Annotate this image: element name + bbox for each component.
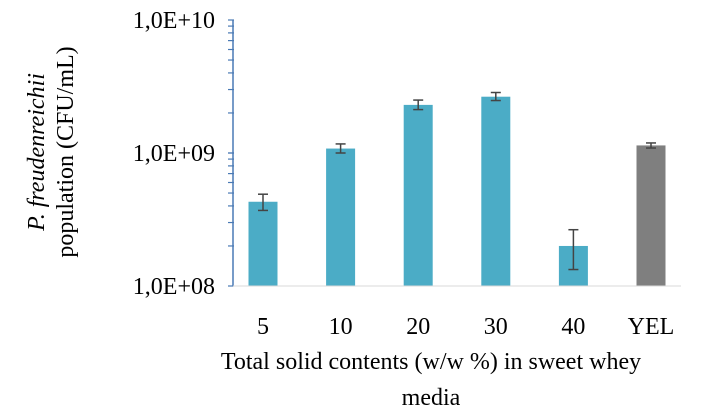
bar [403, 104, 433, 286]
y-tick-label: 1,0E+10 [133, 8, 215, 34]
bar [248, 201, 278, 286]
y-axis-title: P. freudenreichii population (CFU/mL) [24, 46, 79, 257]
x-axis-tick-labels: 5 10 20 30 40 YEL [257, 314, 674, 340]
y-tick-label: 1,0E+09 [133, 141, 215, 167]
y-tick-label: 1,0E+08 [133, 274, 215, 300]
x-tick-label: 20 [406, 314, 430, 340]
x-axis-title-line-2: media [402, 385, 461, 411]
x-tick-label: 30 [484, 314, 508, 340]
x-tick-label: 40 [561, 314, 585, 340]
bar [326, 148, 356, 286]
x-tick-label: YEL [628, 314, 675, 340]
bar [481, 96, 511, 286]
x-tick-label: 5 [257, 314, 269, 340]
bar [636, 145, 666, 286]
x-axis-title-line-1: Total solid contents (w/w %) in sweet wh… [221, 349, 641, 375]
y-axis-title-unit: population (CFU/mL) [53, 46, 79, 257]
x-axis-title: Total solid contents (w/w %) in sweet wh… [221, 349, 641, 411]
y-axis: 1,0E+10 1,0E+09 1,0E+08 [133, 8, 234, 300]
bars [233, 91, 681, 287]
x-tick-label: 10 [329, 314, 353, 340]
y-axis-title-species: P. freudenreichii [24, 73, 50, 232]
